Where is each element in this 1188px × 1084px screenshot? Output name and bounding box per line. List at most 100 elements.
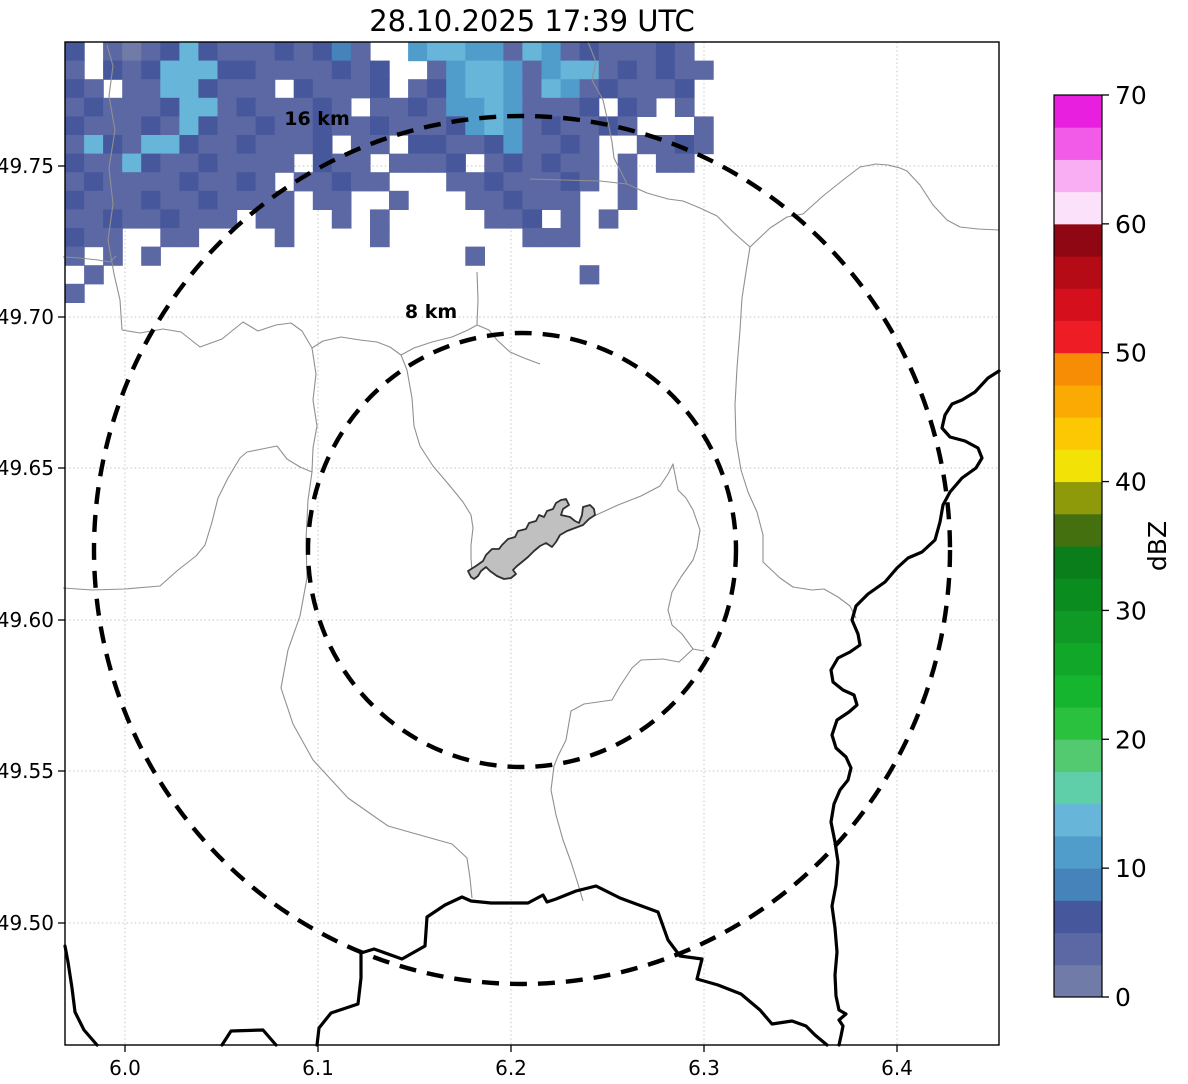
radar-cell <box>331 42 352 62</box>
colorbar-segment <box>1054 932 1102 966</box>
radar-cell <box>465 190 485 210</box>
radar-cell <box>179 172 200 192</box>
radar-cell <box>484 60 504 80</box>
radar-cell <box>427 135 447 155</box>
radar-cell <box>293 116 314 136</box>
radar-cell <box>122 60 142 80</box>
radar-cell <box>465 135 485 155</box>
country-border <box>315 884 829 1047</box>
radar-cell <box>65 283 85 303</box>
radar-cell <box>198 172 219 192</box>
radar-cell <box>370 60 390 80</box>
radar-cell <box>122 172 142 192</box>
radar-cell <box>579 97 600 117</box>
radar-cell <box>484 42 504 62</box>
radar-cell <box>484 116 504 136</box>
radar-cell <box>293 172 314 192</box>
colorbar-segment <box>1054 191 1102 225</box>
radar-cell <box>350 172 371 192</box>
colorbar-tick-label: 0 <box>1115 983 1131 1012</box>
radar-cell <box>217 97 238 117</box>
radar-cell <box>160 60 180 80</box>
colorbar-segment <box>1054 95 1102 128</box>
radar-cell <box>65 97 85 117</box>
admin-boundary <box>62 255 117 263</box>
colorbar-segment <box>1054 610 1102 644</box>
radar-cell <box>293 135 314 155</box>
radar-cell <box>274 135 295 155</box>
radar-cell <box>674 153 695 173</box>
radar-cell <box>312 190 333 210</box>
radar-cell <box>503 79 524 99</box>
radar-cell <box>331 190 352 210</box>
x-tick-label: 6.2 <box>495 1056 527 1080</box>
radar-cell <box>389 97 409 117</box>
radar-cell <box>370 116 390 136</box>
radar-cell <box>522 116 543 136</box>
radar-cell <box>198 42 219 62</box>
radar-cell <box>179 97 200 117</box>
radar-cell <box>84 228 104 248</box>
radar-cell <box>122 135 142 155</box>
radar-cell <box>370 172 390 192</box>
radar-cell <box>331 209 352 229</box>
range-rings-layer <box>91 113 953 987</box>
radar-cell <box>598 60 619 80</box>
colorbar-segment <box>1054 159 1102 193</box>
radar-cell <box>198 116 219 136</box>
radar-cell <box>446 172 466 192</box>
radar-cell <box>694 60 714 80</box>
radar-cell <box>122 190 142 210</box>
radar-cell <box>408 135 428 155</box>
y-tick-label: 49.65 <box>0 456 54 480</box>
radar-cell <box>465 172 485 192</box>
radar-cell <box>217 172 238 192</box>
radar-cell <box>446 42 466 62</box>
radar-cell <box>255 172 276 192</box>
radar-cell <box>503 97 524 117</box>
colorbar-segment <box>1054 384 1102 418</box>
colorbar-segment <box>1054 513 1102 547</box>
radar-cell <box>236 97 257 117</box>
admin-boundary <box>121 321 402 356</box>
admin-boundaries-layer <box>62 41 1000 902</box>
radar-cell <box>103 209 123 229</box>
radar-cell <box>141 172 161 192</box>
radar-cell <box>122 97 142 117</box>
radar-cell <box>617 97 638 117</box>
admin-boundary <box>550 648 694 902</box>
radar-cell <box>674 79 695 99</box>
radar-cell <box>103 97 123 117</box>
radar-cell <box>465 60 485 80</box>
radar-cell <box>598 79 619 99</box>
plot-frame <box>64 41 1000 1046</box>
admin-boundary <box>587 41 628 185</box>
colorbar-tick-label: 40 <box>1115 468 1147 497</box>
y-tick-label: 49.55 <box>0 759 54 783</box>
radar-cell <box>65 116 85 136</box>
radar-cell <box>217 209 238 229</box>
colorbar-tick-label: 20 <box>1115 725 1147 754</box>
radar-cell <box>236 190 257 210</box>
radar-cell <box>579 172 600 192</box>
radar-cell <box>65 60 85 80</box>
radar-cell <box>84 209 104 229</box>
radar-cell <box>312 135 333 155</box>
radar-cell <box>598 42 619 62</box>
range-ring-16km <box>91 113 953 987</box>
radar-cell <box>503 153 524 173</box>
radar-cell <box>560 172 581 192</box>
radar-cell <box>560 153 581 173</box>
radar-cell <box>560 190 581 210</box>
radar-cell <box>255 42 276 62</box>
radar-cell <box>522 209 543 229</box>
radar-cell <box>541 190 562 210</box>
radar-cell <box>503 42 524 62</box>
radar-cell <box>370 79 390 99</box>
radar-cell <box>236 42 257 62</box>
radar-cell <box>179 190 200 210</box>
radar-cell <box>179 79 200 99</box>
radar-cell <box>312 79 333 99</box>
radar-cell <box>198 209 219 229</box>
